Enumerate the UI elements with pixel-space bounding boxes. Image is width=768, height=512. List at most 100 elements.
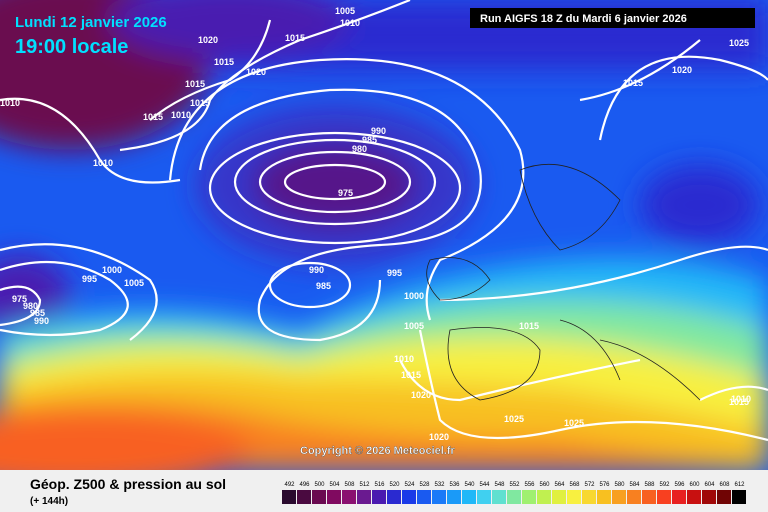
scale-swatch — [447, 490, 461, 504]
isobar-label: 1020 — [411, 390, 431, 400]
scale-label: 536 — [449, 482, 460, 488]
scale-label: 608 — [719, 482, 730, 488]
isobar-label: 1015 — [401, 370, 421, 380]
scale-swatch — [492, 490, 506, 504]
scale-label: 576 — [599, 482, 610, 488]
scale-label: 584 — [629, 482, 640, 488]
run-box — [470, 8, 755, 28]
isobar-label: 995 — [387, 268, 402, 278]
isobar-label: 1025 — [729, 38, 749, 48]
scale-swatch — [582, 490, 596, 504]
scale-swatch — [672, 490, 686, 504]
scale-label: 552 — [509, 482, 520, 488]
scale-label: 544 — [479, 482, 490, 488]
field — [0, 0, 768, 470]
scale-label: 600 — [689, 482, 700, 488]
isobar-label: 1020 — [672, 65, 692, 75]
scale-label: 504 — [329, 482, 340, 488]
scale-swatch — [627, 490, 641, 504]
map-title: Lundi 12 janvier 2026 — [15, 14, 167, 31]
isobar-label: 1005 — [124, 278, 144, 288]
scale-swatch — [732, 490, 746, 504]
scale-swatch — [612, 490, 626, 504]
scale-swatch — [282, 490, 296, 504]
scale-swatch — [567, 490, 581, 504]
scale-label: 548 — [494, 482, 505, 488]
isobar-label: 1010 — [93, 158, 113, 168]
scale-swatch — [372, 490, 386, 504]
isobar-label: 980 — [23, 301, 38, 311]
scale-swatch — [597, 490, 611, 504]
scale-swatch — [717, 490, 731, 504]
scale-swatch — [357, 490, 371, 504]
scale-swatch — [327, 490, 341, 504]
scale-swatch — [432, 490, 446, 504]
scale-label: 568 — [569, 482, 580, 488]
scale-swatch — [657, 490, 671, 504]
scale-swatch — [312, 490, 326, 504]
scale-swatch — [522, 490, 536, 504]
isobar-label: 985 — [316, 281, 331, 291]
scale-label: 532 — [434, 482, 445, 488]
scale-swatch — [417, 490, 431, 504]
isobar-label: 985 — [362, 135, 377, 145]
scale-label: 560 — [539, 482, 550, 488]
isobar-label: 1020 — [429, 432, 449, 442]
scale-label: 496 — [299, 482, 310, 488]
scale-label: 592 — [659, 482, 670, 488]
scale-label: 512 — [359, 482, 370, 488]
scale-label: 588 — [644, 482, 655, 488]
scale-swatch — [402, 490, 416, 504]
coastlines — [426, 163, 701, 401]
scale-swatch — [462, 490, 476, 504]
scale-swatch — [642, 490, 656, 504]
isobar-label: 1015 — [214, 57, 234, 67]
isobar-label: 1020 — [198, 35, 218, 45]
scale-swatch — [687, 490, 701, 504]
isobar-label: 985 — [30, 308, 45, 318]
scale-swatch — [297, 490, 311, 504]
isobar-label: 975 — [12, 294, 27, 304]
isobar-label: 1020 — [246, 67, 266, 77]
isobar-label: 1015 — [729, 397, 749, 407]
isobar-label: 1015 — [185, 79, 205, 89]
isobar-label: 1010 — [731, 394, 751, 404]
footer-title: Géop. Z500 & pression au sol — [30, 476, 226, 492]
footer-lead: (+ 144h) — [30, 496, 68, 507]
isobar-label: 990 — [371, 126, 386, 136]
scale-swatch — [702, 490, 716, 504]
scale-swatch — [537, 490, 551, 504]
isobar-label: 1015 — [623, 78, 643, 88]
scale-label: 572 — [584, 482, 595, 488]
scale-swatch — [477, 490, 491, 504]
scale-label: 596 — [674, 482, 685, 488]
isobar-label: 1015 — [143, 112, 163, 122]
isobar-label: 980 — [352, 144, 367, 154]
scale-swatch — [552, 490, 566, 504]
scale-label: 556 — [524, 482, 535, 488]
scale-label: 520 — [389, 482, 400, 488]
isobar-label: 990 — [34, 316, 49, 326]
map-time: 19:00 locale — [15, 36, 128, 58]
scale-label: 580 — [614, 482, 625, 488]
isobar-label: 1015 — [285, 33, 305, 43]
scale-label: 524 — [404, 482, 415, 488]
isobar-label: 1010 — [394, 354, 414, 364]
isobar-label: 995 — [82, 274, 97, 284]
scale-label: 492 — [284, 482, 295, 488]
isobar-label: 1025 — [564, 418, 584, 428]
scale-label: 528 — [419, 482, 430, 488]
isobar-label: 1010 — [0, 98, 20, 108]
scale-label: 516 — [374, 482, 385, 488]
scale-label: 564 — [554, 482, 565, 488]
scale-label: 500 — [314, 482, 325, 488]
scale-label: 612 — [734, 482, 745, 488]
isobar-label: 1000 — [102, 265, 122, 275]
isobar-label: 1005 — [335, 6, 355, 16]
isobar-label: 975 — [338, 188, 353, 198]
isobars — [0, 0, 768, 442]
scale-swatch — [342, 490, 356, 504]
copyright: Copyright © 2026 Meteociel.fr — [300, 445, 456, 457]
scale-swatch — [507, 490, 521, 504]
